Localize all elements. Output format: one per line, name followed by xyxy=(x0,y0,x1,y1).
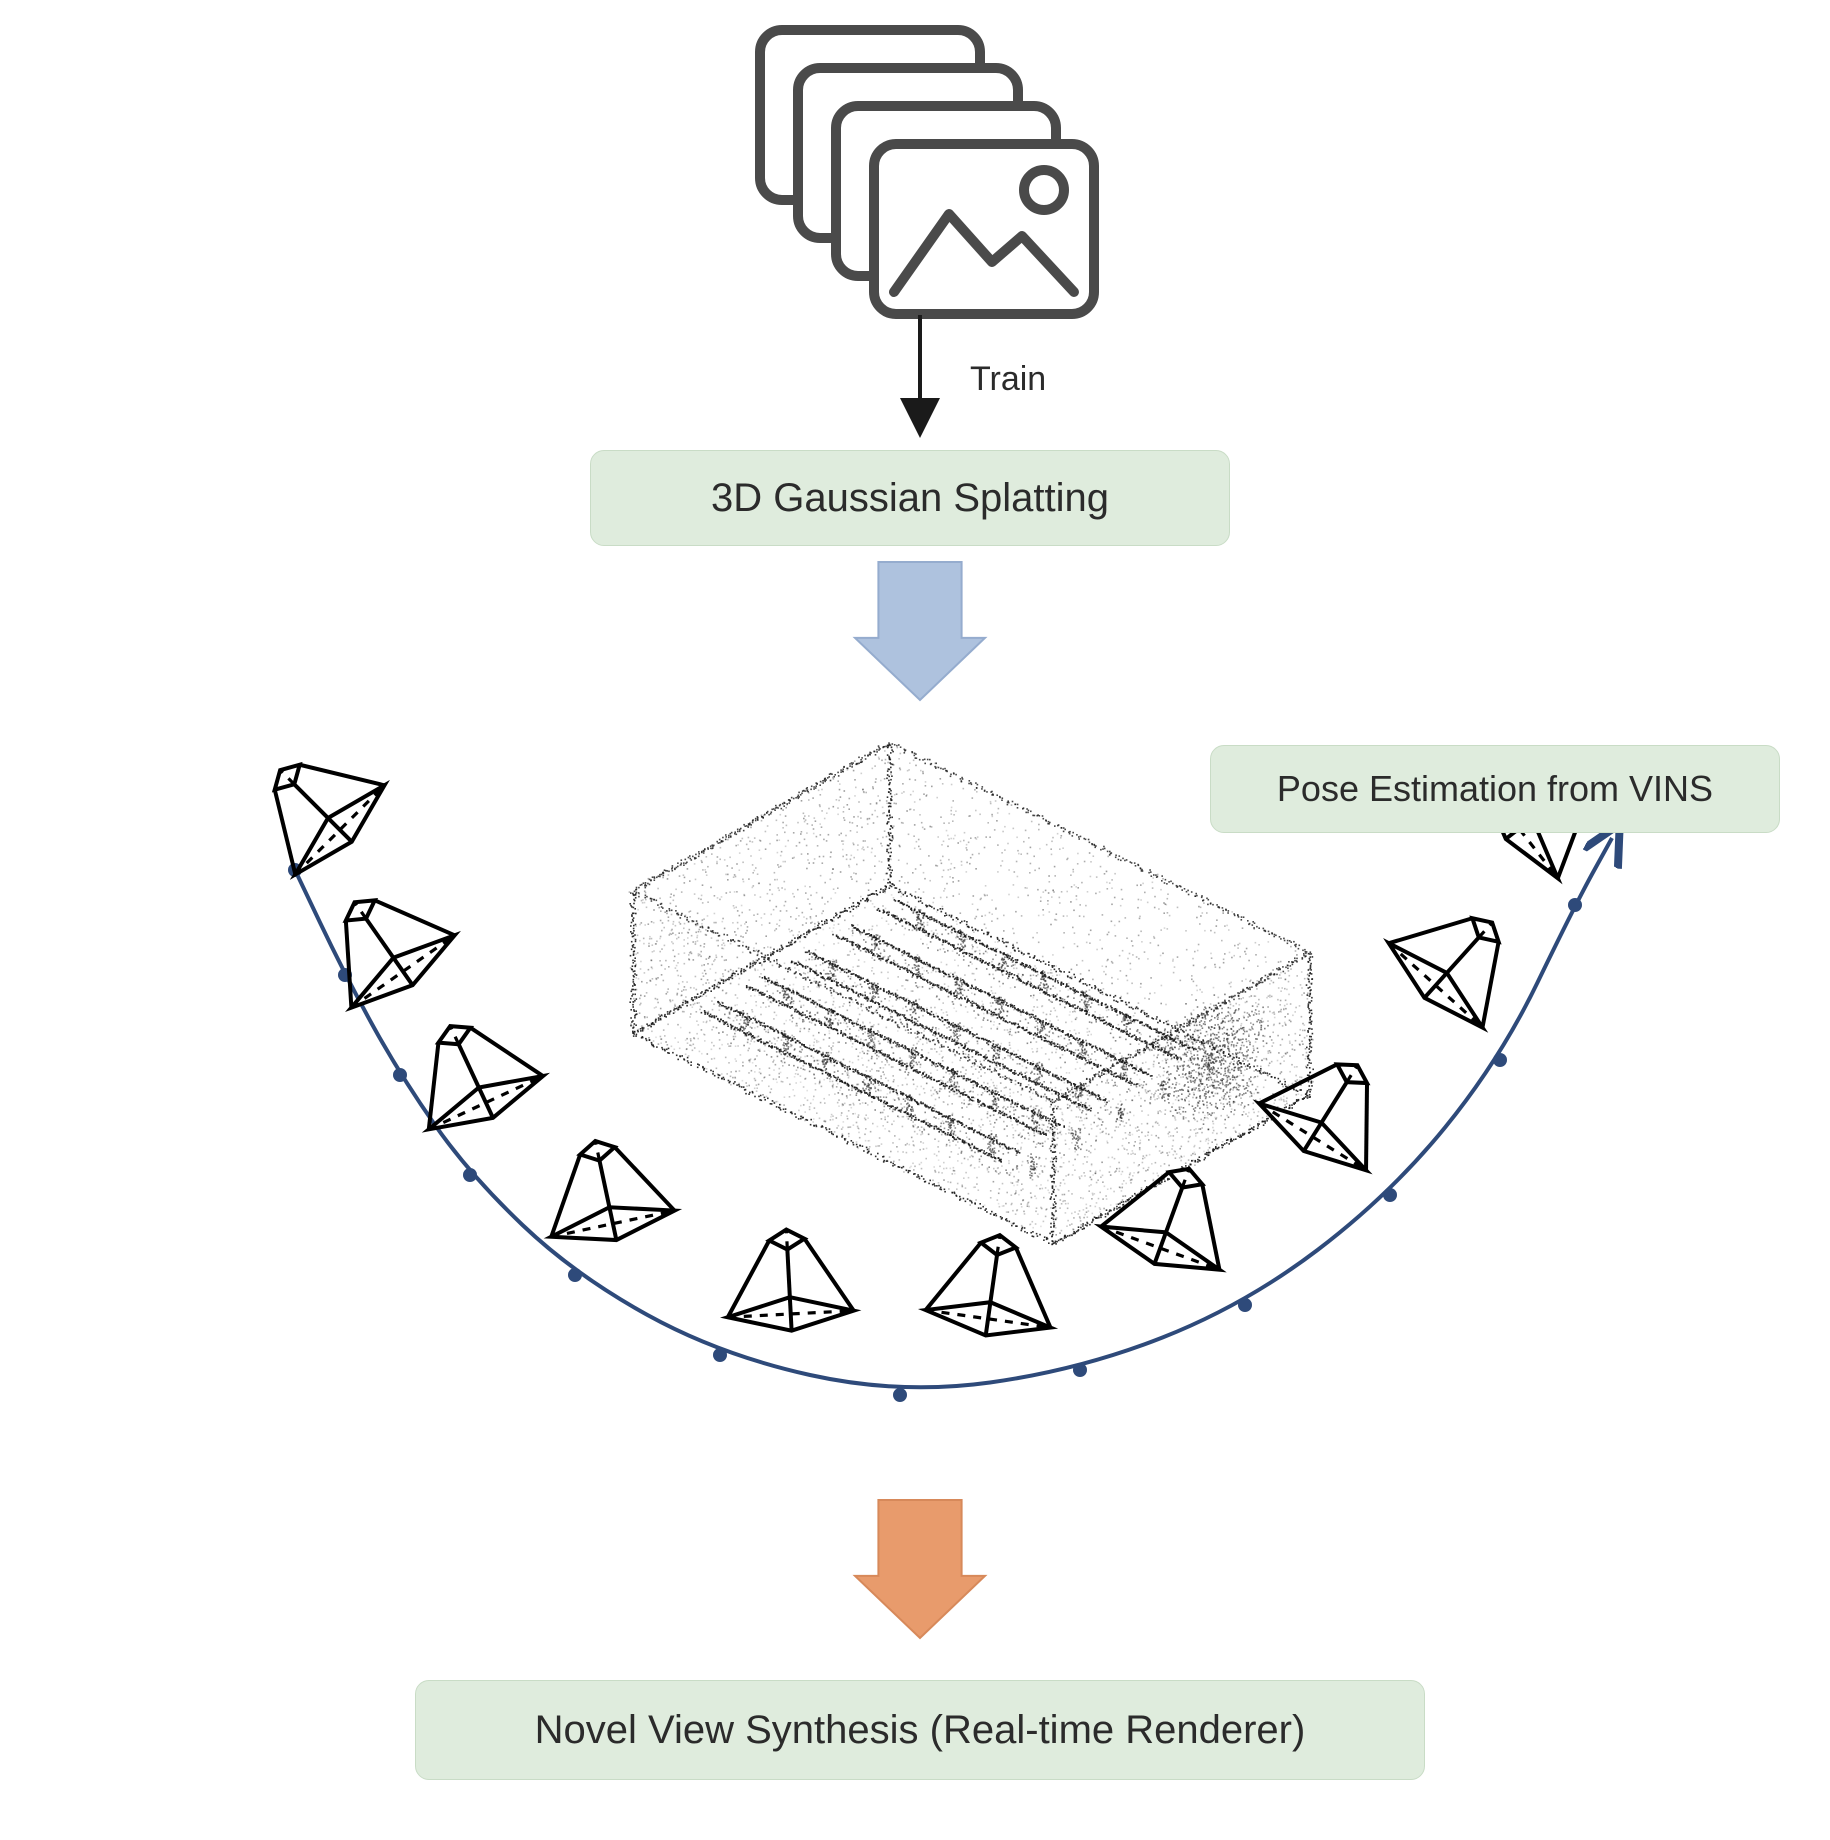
orange-block-arrow xyxy=(0,0,1830,1840)
diagram-stage: Train 3D Gaussian Splatting xyxy=(0,0,1830,1840)
novel-view-synthesis-label: Novel View Synthesis (Real-time Renderer… xyxy=(535,1708,1306,1753)
novel-view-synthesis-box: Novel View Synthesis (Real-time Renderer… xyxy=(415,1680,1425,1780)
